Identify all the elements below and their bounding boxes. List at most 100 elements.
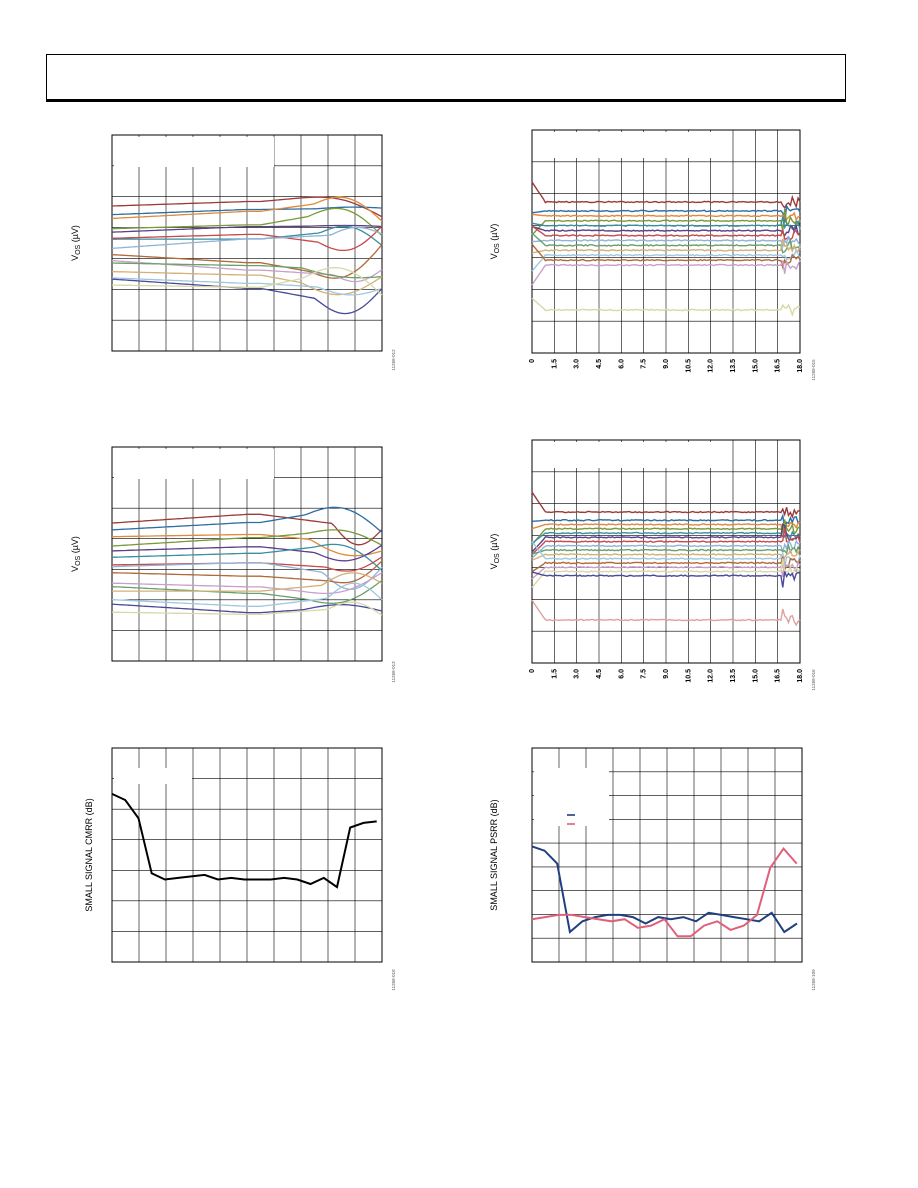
- series-line: [111, 262, 383, 279]
- legend-area: [534, 768, 609, 826]
- x-tick-label: 16.5: [775, 359, 782, 373]
- figure-id: 11268-109: [811, 969, 816, 991]
- legend-area: [114, 449, 274, 479]
- series-line: [531, 491, 801, 519]
- chart-psrr: SMALL SIGNAL PSRR (dB) 11268-109: [485, 740, 825, 1000]
- x-tick-label: 1.5: [551, 669, 558, 679]
- legend-area: [114, 768, 192, 784]
- x-tick-label: 0: [529, 359, 536, 363]
- series-line: [531, 181, 801, 210]
- y-axis-label: VOS (µV): [489, 534, 501, 570]
- series-line: [111, 226, 383, 250]
- x-tick-label: 3.0: [574, 359, 581, 369]
- series-line: [111, 543, 383, 572]
- x-tick-label: 1.5: [551, 359, 558, 369]
- series-line: [531, 521, 801, 535]
- series-line: [111, 506, 383, 533]
- series-line: [111, 196, 383, 222]
- chart-vos-4-svg: VOS (µV) 11268-016 0 1.5 3.0 4.5 6.0 7.5 9.0 10.5…: [489, 439, 816, 691]
- x-tick-label: 18.0: [797, 359, 804, 373]
- series-line: [531, 259, 801, 286]
- series-line: [531, 519, 800, 546]
- x-tick-label: 3.0: [574, 669, 581, 679]
- legend-area: [534, 442, 712, 468]
- x-tick-label: 10.5: [685, 359, 692, 373]
- x-tick-label: 15.0: [752, 669, 759, 683]
- series-line: [111, 278, 383, 315]
- series-line: [531, 539, 801, 559]
- series-line: [531, 211, 801, 222]
- y-axis-label: VOS (µV): [489, 224, 501, 260]
- series-line: [111, 560, 383, 584]
- x-tick-label: 13.5: [730, 359, 737, 373]
- x-tick-label: 4.5: [596, 359, 603, 369]
- chart-vos-3-svg: VOS (µV) 11268-013: [70, 446, 396, 683]
- y-axis-label: VOS (µV): [70, 225, 82, 261]
- series-line: [531, 542, 801, 555]
- y-axis-label: VOS (µV): [70, 536, 82, 572]
- series-line: [531, 232, 801, 254]
- series-line: [531, 238, 801, 254]
- x-tick-label: 10.5: [685, 669, 692, 683]
- x-tick-label: 7.5: [641, 359, 648, 369]
- x-tick-label: 12.0: [708, 359, 715, 373]
- series-line: [531, 512, 801, 530]
- x-tick-label: 6.0: [618, 359, 625, 369]
- series-line: [531, 599, 801, 627]
- legend-area: [534, 132, 712, 158]
- series-line: [111, 544, 383, 562]
- series-line: [111, 792, 377, 889]
- series-line: [531, 243, 801, 270]
- series-line: [531, 527, 801, 556]
- series-line: [531, 225, 801, 241]
- x-tick-label: 16.5: [775, 669, 782, 683]
- chart-vos-4: VOS (µV) 11268-016 0 1.5 3.0 4.5 6.0 7.5 9.0 10.5…: [485, 430, 825, 705]
- series-line: [111, 270, 383, 296]
- x-tick-label: 0: [529, 669, 536, 673]
- figure-id: 11268-018: [391, 969, 396, 991]
- series-line: [111, 196, 383, 218]
- series-line: [531, 571, 801, 588]
- series-line: [531, 522, 801, 553]
- x-tick-label: 7.5: [641, 669, 648, 679]
- series-line: [531, 249, 801, 272]
- series-line: [111, 513, 383, 546]
- series-line: [531, 846, 798, 938]
- x-tick-label: 18.0: [797, 669, 804, 683]
- chart-vos-2-svg: VOS (µV) 11268-015 0 1.5 3.0 4.5 6.0 7.5 9.0 10.5…: [489, 129, 816, 381]
- y-axis-label: SMALL SIGNAL PSRR (dB): [489, 799, 499, 910]
- series-line: [111, 224, 383, 233]
- chart-cmrr-svg: SMALL SIGNAL CMRR (dB) 11268-018: [84, 747, 396, 991]
- series-line: [531, 297, 801, 318]
- series-line: [531, 209, 801, 236]
- chart-vos-3: VOS (µV) 11268-013: [60, 437, 400, 697]
- page-header-rule: [46, 54, 846, 102]
- x-tick-label: 4.5: [596, 669, 603, 679]
- series-line: [112, 572, 383, 592]
- figure-id: 11268-012: [391, 349, 396, 371]
- series-line: [531, 203, 801, 223]
- figure-id: 11268-015: [811, 359, 816, 381]
- series-line: [111, 529, 383, 547]
- series-line: [531, 223, 801, 237]
- y-axis-label: SMALL SIGNAL CMRR (dB): [84, 798, 94, 911]
- figure-id: 11268-013: [391, 661, 396, 683]
- series-line: [111, 207, 383, 237]
- series-line: [111, 533, 383, 557]
- x-tick-label: 15.0: [752, 359, 759, 373]
- series-line: [111, 206, 383, 216]
- series-line: [111, 225, 383, 252]
- chart-vos-1-svg: VOS (µV) 11268-012: [70, 134, 396, 371]
- chart-vos-2: VOS (µV) 11268-015 0 1.5 3.0 4.5 6.0 7.5 9.0 10.5…: [485, 120, 825, 395]
- chart-psrr-svg: SMALL SIGNAL PSRR (dB) 11268-109: [489, 747, 816, 991]
- figure-id: 11268-016: [811, 669, 816, 691]
- x-tick-label: 13.5: [730, 669, 737, 683]
- series-line: [111, 561, 383, 590]
- legend-area: [114, 137, 274, 167]
- series-line: [531, 541, 801, 568]
- x-tick-label: 9.0: [663, 669, 670, 679]
- series-line: [531, 548, 801, 569]
- series-line: [531, 530, 801, 544]
- x-tick-label: 12.0: [708, 669, 715, 683]
- x-tick-label: 9.0: [663, 359, 670, 369]
